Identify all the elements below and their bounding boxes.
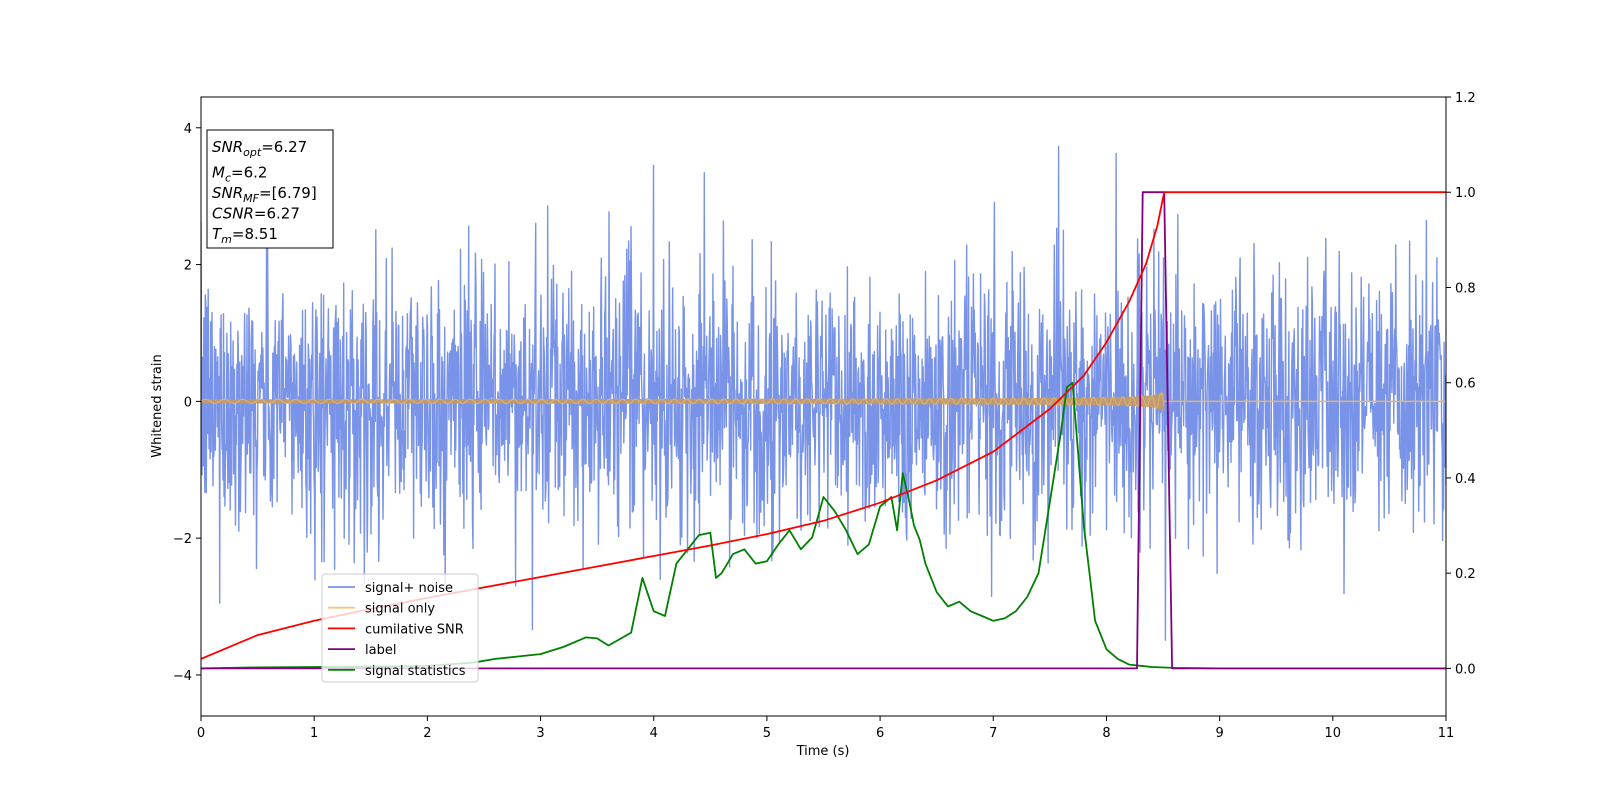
label-line xyxy=(201,191,1446,670)
x-tick-label: 2 xyxy=(423,726,431,741)
x-tick-label: 0 xyxy=(197,726,205,741)
info-box-frame xyxy=(206,129,334,249)
info-box-line: Mc=6.2 xyxy=(212,164,267,185)
x-tick-label: 1 xyxy=(310,726,318,741)
y2-tick-label: 0.0 xyxy=(1455,662,1476,677)
y2-tick-label: 0.8 xyxy=(1455,281,1476,296)
x-tick-label: 7 xyxy=(989,726,997,741)
legend-label: signal+ noise xyxy=(365,581,453,596)
y-tick-label: −4 xyxy=(173,669,192,684)
info-box-line: Tm=8.51 xyxy=(212,225,278,246)
signal-noise-line xyxy=(201,145,1446,641)
signal-only-layer xyxy=(201,392,1446,411)
signal-noise-layer xyxy=(201,145,1446,641)
plot-frame xyxy=(200,96,1447,717)
signal-statistics-line xyxy=(201,381,1446,670)
y-tick-label: 0 xyxy=(184,395,192,410)
y2-tick-label: 0.6 xyxy=(1455,377,1476,392)
x-axis-label: Time (s) xyxy=(796,744,850,759)
legend: signal+ noise signal only cumilative SNR la… xyxy=(321,573,479,683)
y-axis-label: Whitened strain xyxy=(150,354,165,457)
y-tick-label: 4 xyxy=(184,122,192,137)
legend-label: label xyxy=(365,643,396,658)
legend-label: signal only xyxy=(365,602,435,617)
y-tick-label: −2 xyxy=(173,532,192,547)
legend-frame xyxy=(321,573,479,683)
x-tick-label: 4 xyxy=(650,726,658,741)
y2-tick-label: 1.0 xyxy=(1455,186,1476,201)
y-tick-label: 2 xyxy=(184,259,192,274)
x-axis-ticks: 0 1 2 3 4 5 6 7 8 9 10 11 xyxy=(197,716,1454,741)
y2-tick-label: 1.2 xyxy=(1455,91,1476,106)
signal-only-line xyxy=(201,392,1165,409)
x-tick-label: 8 xyxy=(1102,726,1110,741)
x-tick-label: 5 xyxy=(763,726,771,741)
y-axis-ticks: 4 2 0 −2 −4 xyxy=(173,122,201,684)
x-tick-label: 3 xyxy=(536,726,544,741)
legend-label: cumilative SNR xyxy=(365,622,464,637)
x-tick-label: 9 xyxy=(1215,726,1223,741)
y2-tick-label: 0.4 xyxy=(1455,472,1476,487)
y2-tick-label: 0.2 xyxy=(1455,567,1476,582)
x-tick-label: 11 xyxy=(1438,726,1455,741)
info-box-line: SNRMF=[6.79] xyxy=(212,184,317,205)
signal-only-envelope xyxy=(201,392,1165,411)
y2-axis-ticks: 1.2 1.0 0.8 0.6 0.4 0.2 0.0 xyxy=(1446,91,1476,677)
x-tick-label: 10 xyxy=(1325,726,1342,741)
info-box-line: SNRopt=6.27 xyxy=(212,138,307,159)
x-tick-label: 6 xyxy=(876,726,884,741)
legend-label: signal statistics xyxy=(365,664,466,679)
info-box-line: CSNR=6.27 xyxy=(212,205,300,223)
